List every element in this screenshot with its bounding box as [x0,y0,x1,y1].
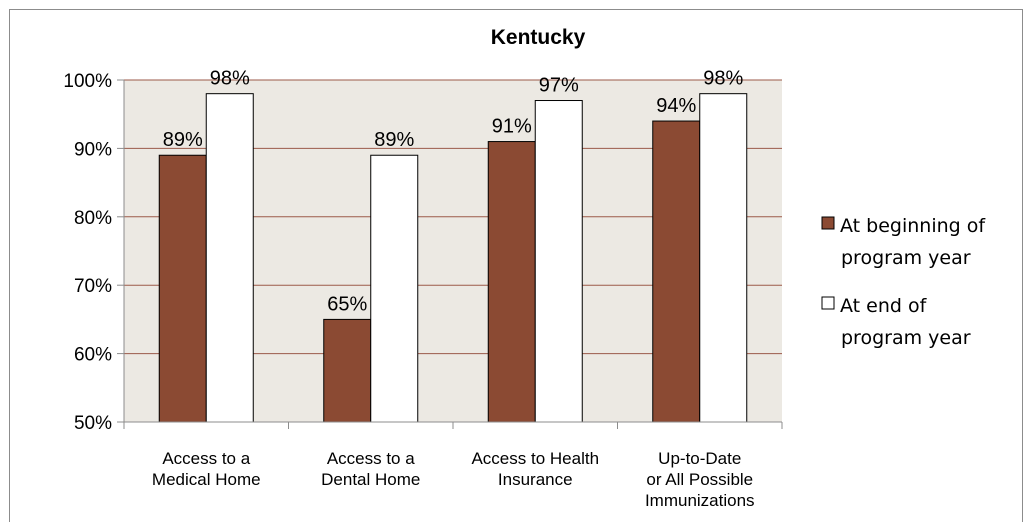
y-tick-label: 90% [74,139,112,160]
data-label: 89% [163,129,203,151]
x-tick-label: Dental Home [321,470,420,489]
legend-swatch [821,296,835,310]
y-tick-label: 100% [63,71,112,92]
x-tick-label: or All Possible [646,470,753,489]
data-label: 89% [374,129,414,151]
legend-label: At beginning of [840,215,986,237]
legend-swatch [821,216,835,230]
bar [487,141,536,423]
x-tick-label: Access to a [327,449,415,468]
data-label: 91% [492,116,532,138]
legend: At beginning of program year At end of prog… [821,215,986,349]
x-tick-label: Up-to-Date [658,449,741,468]
bar [323,318,372,423]
bar [699,93,748,423]
bar [158,154,207,423]
data-label: 98% [210,68,250,90]
bars [158,93,748,423]
x-tick-label: Access to a [162,449,250,468]
legend-label: At end of [840,295,928,317]
legend-label: program year [841,247,971,269]
data-labels: 89% 98% 65% 89% 91% 97% 94% 98% [163,68,744,316]
data-label: 94% [656,95,696,117]
data-label: 97% [539,75,579,97]
bar [370,154,419,423]
y-tick-label: 60% [74,345,112,366]
x-tick-label: Immunizations [645,491,755,510]
bar [652,120,701,423]
axes: 50% 60% 70% 80% 90% 100% Access to a Medical Ho… [63,71,783,510]
data-label: 98% [703,68,743,90]
x-tick-label: Medical Home [152,470,261,489]
y-tick-label: 50% [74,413,112,434]
legend-label: program year [841,327,971,349]
chart-title: Kentucky [491,26,586,49]
data-label: 65% [327,293,367,315]
y-tick-label: 70% [74,276,112,297]
x-tick-label: Insurance [498,470,573,489]
bar [534,100,583,423]
x-tick-label: Access to Health [471,449,599,468]
bar [205,93,254,423]
y-tick-label: 80% [74,208,112,229]
